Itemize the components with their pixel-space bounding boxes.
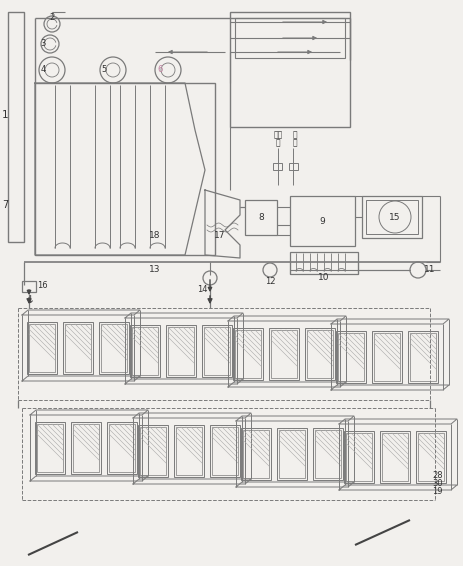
Bar — [35, 422, 65, 474]
Bar — [374, 333, 400, 381]
Bar — [382, 433, 408, 481]
Bar — [65, 324, 91, 372]
Bar — [107, 422, 137, 474]
Bar — [362, 196, 422, 238]
Text: ↓: ↓ — [25, 295, 35, 305]
Text: 11: 11 — [424, 265, 436, 275]
Bar — [109, 424, 135, 472]
Text: 气: 气 — [275, 139, 280, 148]
Bar — [380, 431, 410, 483]
Bar — [315, 430, 341, 478]
Bar — [230, 12, 350, 127]
Text: 30: 30 — [432, 478, 443, 487]
Text: 12: 12 — [265, 277, 275, 286]
Bar — [346, 433, 372, 481]
Bar — [204, 327, 230, 375]
Text: 气: 气 — [293, 139, 297, 148]
Bar — [99, 322, 129, 374]
Bar — [307, 330, 333, 378]
Text: 5: 5 — [101, 66, 106, 75]
Bar — [35, 83, 215, 255]
Bar — [279, 430, 305, 478]
Text: 7: 7 — [2, 200, 8, 210]
Bar — [233, 328, 263, 380]
Bar — [269, 328, 299, 380]
Text: 8: 8 — [258, 212, 264, 221]
Bar — [410, 333, 436, 381]
Bar — [290, 196, 355, 246]
Text: 4: 4 — [40, 66, 46, 75]
Bar — [416, 431, 446, 483]
Bar — [130, 325, 160, 377]
Text: 15: 15 — [389, 212, 401, 221]
Bar — [344, 431, 374, 483]
Text: 6: 6 — [157, 66, 163, 75]
Text: 1: 1 — [2, 110, 8, 120]
Bar — [289, 163, 298, 170]
Bar — [8, 12, 24, 242]
Text: 天然: 天然 — [273, 131, 282, 139]
Bar — [271, 330, 297, 378]
Bar — [210, 425, 240, 477]
Bar — [174, 425, 204, 477]
Text: 3: 3 — [40, 40, 46, 49]
Bar — [241, 428, 271, 480]
Bar — [313, 428, 343, 480]
Bar — [245, 200, 277, 235]
Bar — [37, 424, 63, 472]
Text: 17: 17 — [214, 230, 226, 239]
Text: 18: 18 — [149, 230, 161, 239]
Bar — [176, 427, 202, 475]
Bar — [277, 428, 307, 480]
Bar — [202, 325, 232, 377]
Bar — [101, 324, 127, 372]
Bar — [166, 325, 196, 377]
Bar — [71, 422, 101, 474]
Text: 2: 2 — [50, 12, 55, 22]
Text: 空: 空 — [293, 131, 297, 139]
Bar — [338, 333, 364, 381]
Text: 9: 9 — [319, 217, 325, 225]
Bar — [273, 163, 282, 170]
Bar — [243, 430, 269, 478]
Bar — [73, 424, 99, 472]
Bar — [418, 433, 444, 481]
Bar — [29, 324, 55, 372]
Bar — [140, 427, 166, 475]
Bar — [290, 252, 358, 274]
Bar — [212, 427, 238, 475]
Bar — [305, 328, 335, 380]
Text: 16: 16 — [37, 281, 47, 290]
Bar — [22, 281, 36, 292]
Bar — [408, 331, 438, 383]
Text: 19: 19 — [432, 487, 443, 495]
Text: 10: 10 — [318, 273, 330, 282]
Bar — [372, 331, 402, 383]
Bar — [235, 330, 261, 378]
Bar — [63, 322, 93, 374]
Text: 13: 13 — [149, 264, 161, 273]
Bar — [366, 200, 418, 234]
Text: 28: 28 — [432, 470, 443, 479]
Bar — [27, 322, 57, 374]
Text: 14: 14 — [197, 285, 207, 294]
Bar — [132, 327, 158, 375]
Bar — [168, 327, 194, 375]
Bar — [336, 331, 366, 383]
Bar — [235, 18, 345, 58]
Bar — [138, 425, 168, 477]
